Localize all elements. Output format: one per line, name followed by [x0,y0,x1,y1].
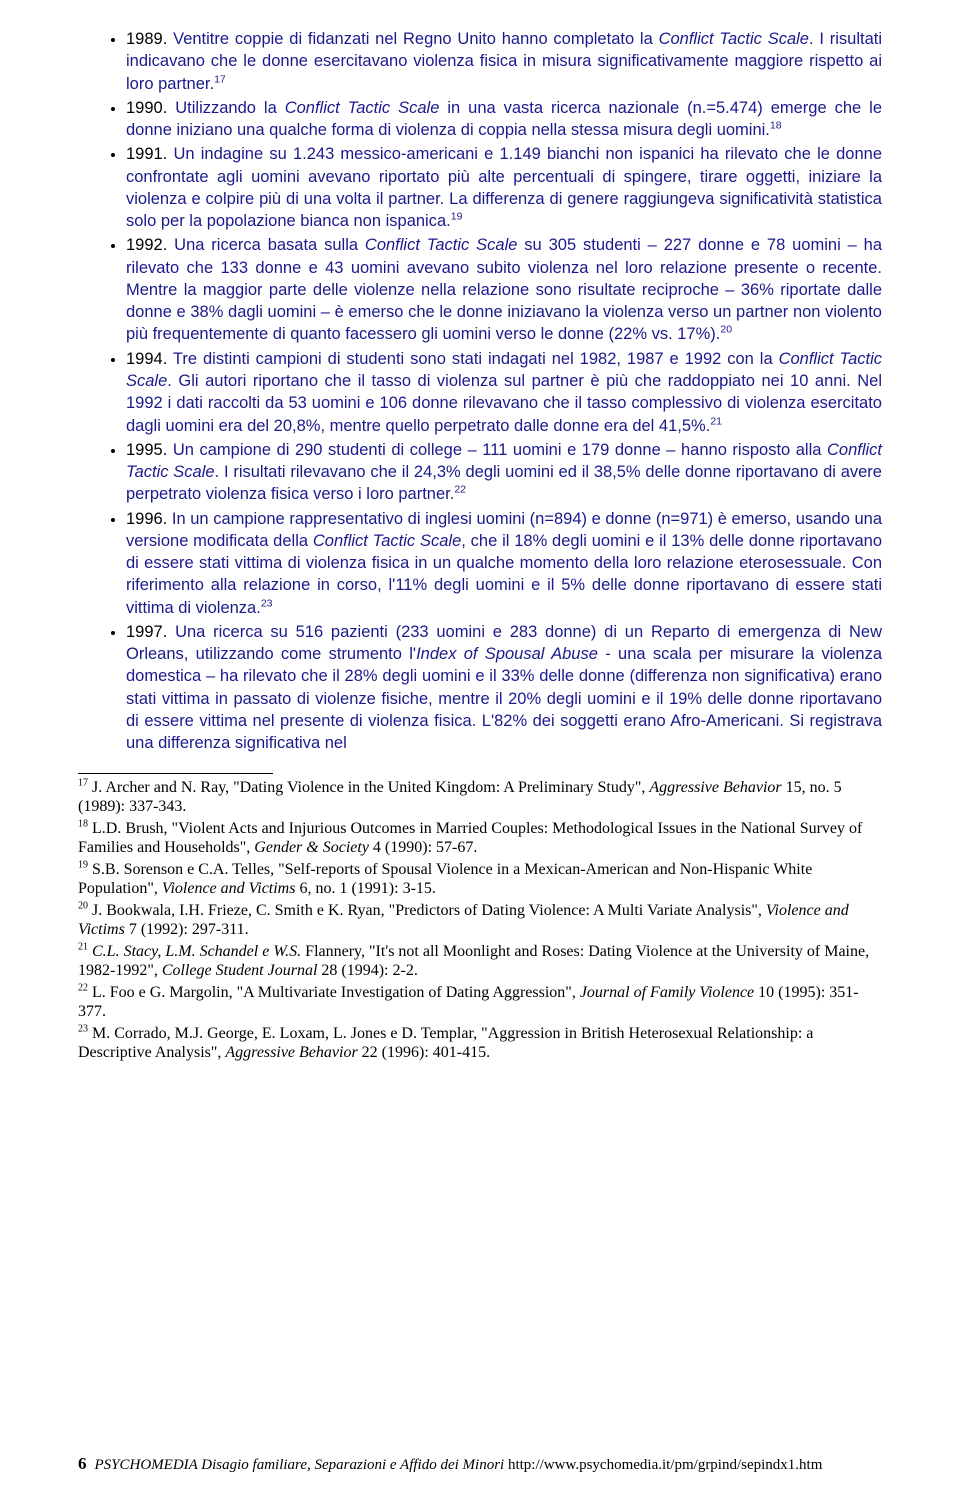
footnote-text: J. Archer and N. Ray, "Dating Violence i… [88,779,649,796]
footnote-italic: Violence and Victims [162,880,296,897]
year-lead: 1994. [126,350,173,368]
footnote: 19 S.B. Sorenson e C.A. Telles, "Self-re… [78,860,882,899]
body-span: . I risultati rilevavano che il 24,3% de… [126,463,882,503]
footnote-ref: 17 [214,73,226,85]
footnote: 17 J. Archer and N. Ray, "Dating Violenc… [78,778,882,817]
footnote-italic: Aggressive Behavior [225,1044,357,1061]
body-span: Tre distinti campioni di studenti sono s… [173,350,779,368]
footnote-text: 6, no. 1 (1991): 3-15. [295,880,435,897]
body-span: Utilizzando la [175,99,284,117]
footnotes-divider [78,773,273,774]
footnote-num: 17 [78,777,88,788]
list-item: 1989. Ventitre coppie di fidanzati nel R… [126,28,882,95]
footnote-ref: 21 [710,415,722,427]
footnote-ref: 23 [261,597,273,609]
footnote: 21 C.L. Stacy, L.M. Schandel e W.S. Flan… [78,942,882,981]
year-lead: 1990. [126,99,175,117]
footnote-text: 22 (1996): 401-415. [358,1044,490,1061]
list-item: 1997. Una ricerca su 516 pazienti (233 u… [126,621,882,755]
footnote-num: 22 [78,982,88,993]
footnote-italic: Aggressive Behavior [649,779,781,796]
list-item: 1996. In un campione rappresentativo di … [126,508,882,619]
list-item: 1995. Un campione di 290 studenti di col… [126,439,882,506]
footnote-text: L. Foo e G. Margolin, "A Multivariate In… [88,984,580,1001]
footnote-num: 19 [78,859,88,870]
body-span: Un indagine su 1.243 messico-americani e… [126,145,882,230]
body-span: Ventitre coppie di fidanzati nel Regno U… [173,30,658,48]
list-item: 1994. Tre distinti campioni di studenti … [126,348,882,437]
page-number: 6 [78,1454,87,1473]
footnote-text: J. Bookwala, I.H. Frieze, C. Smith e K. … [88,902,766,919]
footnote: 18 L.D. Brush, "Violent Acts and Injurio… [78,819,882,858]
footnote-num: 23 [78,1023,88,1034]
footnote-ref: 18 [770,120,782,132]
italic-term: Index of Spousal Abuse [416,645,598,663]
page-footer: 6 PSYCHOMEDIA Disagio familiare, Separazi… [78,1454,882,1474]
document-page: 1989. Ventitre coppie di fidanzati nel R… [0,0,960,1490]
list-item: 1991. Un indagine su 1.243 messico-ameri… [126,143,882,232]
footnote-italic: Gender & Society [254,839,369,856]
italic-term: Conflict Tactic Scale [313,532,461,550]
year-lead: 1995. [126,441,173,459]
footnote-italic: Journal of Family Violence [580,984,754,1001]
body-span: Una ricerca basata sulla [174,236,365,254]
footnote-ref: 19 [451,211,463,223]
year-lead: 1991. [126,145,173,163]
italic-term: Conflict Tactic Scale [285,99,440,117]
footnote: 22 L. Foo e G. Margolin, "A Multivariate… [78,983,882,1022]
bullet-list: 1989. Ventitre coppie di fidanzati nel R… [78,28,882,755]
year-lead: 1997. [126,623,175,641]
footnote-num: 21 [78,941,88,952]
footer-publication: PSYCHOMEDIA Disagio familiare, Separazio… [95,1457,508,1473]
italic-term: Conflict Tactic Scale [659,30,809,48]
footnote-ref: 22 [454,484,466,496]
body-span: . Gli autori riportano che il tasso di v… [126,372,882,435]
list-item: 1992. Una ricerca basata sulla Conflict … [126,234,882,345]
footnote-text: 28 (1994): 2-2. [317,962,417,979]
footnote-num: 18 [78,818,88,829]
footnotes-block: 17 J. Archer and N. Ray, "Dating Violenc… [78,778,882,1063]
footnote-num: 20 [78,900,88,911]
footnote-ref: 20 [720,324,732,336]
footnote: 20 J. Bookwala, I.H. Frieze, C. Smith e … [78,901,882,940]
footnote-authors-italic: C.L. Stacy, L.M. Schandel e W.S. [88,943,301,960]
year-lead: 1992. [126,236,174,254]
year-lead: 1989. [126,30,173,48]
footnote: 23 M. Corrado, M.J. George, E. Loxam, L.… [78,1024,882,1063]
footnote-text: 4 (1990): 57-67. [369,839,477,856]
italic-term: Conflict Tactic Scale [365,236,518,254]
list-item: 1990. Utilizzando la Conflict Tactic Sca… [126,97,882,142]
year-lead: 1996. [126,510,172,528]
footer-url: http://www.psychomedia.it/pm/grpind/sepi… [508,1457,822,1473]
footnote-text: 7 (1992): 297-311. [125,921,249,938]
footnote-italic: College Student Journal [162,962,318,979]
body-span: Un campione di 290 studenti di college –… [173,441,827,459]
